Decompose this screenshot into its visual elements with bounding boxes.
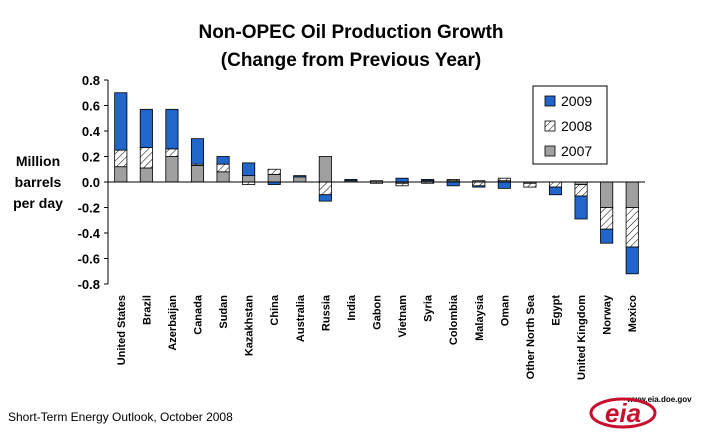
x-tick-label: Brazil bbox=[141, 295, 153, 325]
logo-url: www.eia.doe.gov bbox=[626, 395, 692, 404]
bar-2007-sudan bbox=[216, 171, 230, 183]
x-tick-label: United Kingdom bbox=[576, 295, 588, 380]
x-tick-label: Norway bbox=[602, 294, 614, 335]
x-tick-label: India bbox=[346, 294, 358, 321]
chart-title: Non-OPEC Oil Production Growth bbox=[198, 22, 503, 43]
bar-2007-kazakhstan bbox=[242, 175, 256, 183]
y-tick-label: 0.4 bbox=[82, 124, 101, 139]
y-axis-label-line-3: per day bbox=[13, 195, 63, 211]
source-note: Short-Term Energy Outlook, October 2008 bbox=[8, 410, 233, 424]
x-tick-label: Syria bbox=[423, 294, 435, 322]
bar-2009-oman bbox=[497, 181, 511, 189]
legend-swatch-2008 bbox=[544, 120, 556, 132]
x-tick-label: United States bbox=[116, 295, 128, 365]
x-tick-label: Sudan bbox=[218, 295, 230, 329]
bar-2008-azerbaijan bbox=[165, 148, 179, 157]
x-tick-label: Azerbaijan bbox=[167, 295, 179, 351]
bar-2008-oman bbox=[497, 177, 511, 182]
bar-2008-united-kingdom bbox=[574, 184, 588, 197]
bar-2009-india bbox=[344, 179, 358, 182]
bar-2009-azerbaijan bbox=[165, 108, 179, 150]
y-tick-label: -0.8 bbox=[78, 277, 100, 292]
bar-2007-russia bbox=[318, 156, 332, 183]
bar-2007-canada bbox=[190, 165, 205, 183]
bar-2009-brazil bbox=[139, 108, 153, 148]
x-tick-label: Gabon bbox=[372, 295, 384, 330]
bar-2008-malaysia bbox=[472, 181, 486, 187]
bar-2007-norway bbox=[600, 181, 614, 208]
bar-2008-vietnam bbox=[395, 182, 409, 187]
logo-text: eia bbox=[605, 398, 641, 428]
bar-2008-china bbox=[267, 168, 281, 175]
bar-2008-colombia bbox=[446, 179, 460, 182]
x-tick-label: Russia bbox=[320, 294, 332, 331]
x-axis-labels: United States Brazil Azerbaijan Canada Sudan… bbox=[116, 294, 639, 380]
x-tick-label: Mexico bbox=[627, 295, 639, 333]
bar-2007-azerbaijan bbox=[165, 156, 179, 183]
bar-2007-australia bbox=[293, 176, 307, 183]
y-tick-label: 0.6 bbox=[82, 99, 100, 114]
legend-label-2008: 2008 bbox=[561, 118, 592, 134]
bar-2009-syria bbox=[421, 179, 435, 182]
bar-2008-other-north-sea bbox=[523, 182, 537, 188]
bar-2009-canada bbox=[190, 138, 205, 165]
logo-swoosh bbox=[589, 397, 657, 429]
y-tick-label: 0.0 bbox=[82, 175, 100, 190]
legend-label-2009: 2009 bbox=[561, 93, 592, 109]
bar-2009-united-states bbox=[114, 92, 128, 151]
bar-2009-vietnam bbox=[395, 177, 409, 183]
bar-2009-australia bbox=[293, 175, 307, 178]
legend-swatch-2007 bbox=[544, 145, 556, 157]
x-tick-label: China bbox=[269, 294, 281, 325]
bar-2008-united-states bbox=[114, 149, 128, 168]
bar-2009-kazakhstan bbox=[242, 162, 256, 177]
bar-2009-egypt bbox=[548, 186, 563, 196]
x-tick-label: Australia bbox=[295, 294, 307, 342]
bar-2008-russia bbox=[318, 181, 332, 196]
bar-2007-brazil bbox=[139, 167, 153, 183]
x-tick-label: Colombia bbox=[448, 294, 460, 345]
y-tick-label: -0.4 bbox=[78, 226, 101, 241]
x-tick-label: Vietnam bbox=[397, 295, 409, 338]
bar-2009-united-kingdom bbox=[574, 195, 588, 220]
y-tick-label: 0.2 bbox=[82, 150, 100, 165]
legend-label-2007: 2007 bbox=[561, 143, 592, 159]
eia-logo: www.eia.doe.gov eia bbox=[589, 395, 692, 429]
bar-2007-united-states bbox=[114, 166, 128, 183]
y-tick-label: -0.2 bbox=[78, 201, 100, 216]
x-tick-label: Malaysia bbox=[474, 294, 486, 341]
bar-2008-norway bbox=[600, 207, 614, 230]
y-tick-label: 0.8 bbox=[82, 73, 100, 88]
y-axis-label-line-2: barrels bbox=[15, 174, 62, 190]
bar-2009-sudan bbox=[216, 156, 230, 165]
bar-2007-china bbox=[267, 173, 281, 183]
y-axis-ticks: 0.8 0.6 0.4 0.2 0.0 -0.2 -0.4 -0.6 -0.8 bbox=[78, 73, 108, 292]
x-tick-label: Oman bbox=[499, 295, 511, 326]
bar-2009-russia bbox=[318, 194, 332, 202]
legend-swatch-2009 bbox=[544, 95, 556, 107]
x-tick-label: Other North Sea bbox=[525, 294, 537, 379]
bar-2009-colombia bbox=[446, 181, 460, 187]
bar-2008-sudan bbox=[216, 163, 230, 173]
y-tick-label: -0.6 bbox=[78, 252, 100, 267]
chart-subtitle: (Change from Previous Year) bbox=[221, 50, 481, 71]
legend: 2009 2008 2007 bbox=[532, 85, 608, 165]
x-tick-label: Kazakhstan bbox=[244, 295, 256, 356]
bar-2009-norway bbox=[600, 228, 614, 244]
x-tick-label: Canada bbox=[193, 294, 205, 335]
y-axis-label-line-1: Million bbox=[16, 153, 60, 169]
bars bbox=[114, 92, 639, 275]
bar-2008-mexico bbox=[625, 207, 639, 248]
x-tick-label: Egypt bbox=[551, 295, 563, 326]
bar-2008-brazil bbox=[139, 147, 153, 169]
bar-2009-malaysia bbox=[472, 185, 486, 188]
bar-2007-mexico bbox=[625, 181, 639, 208]
bar-2008-egypt bbox=[548, 181, 563, 188]
bar-2009-mexico bbox=[625, 246, 639, 275]
